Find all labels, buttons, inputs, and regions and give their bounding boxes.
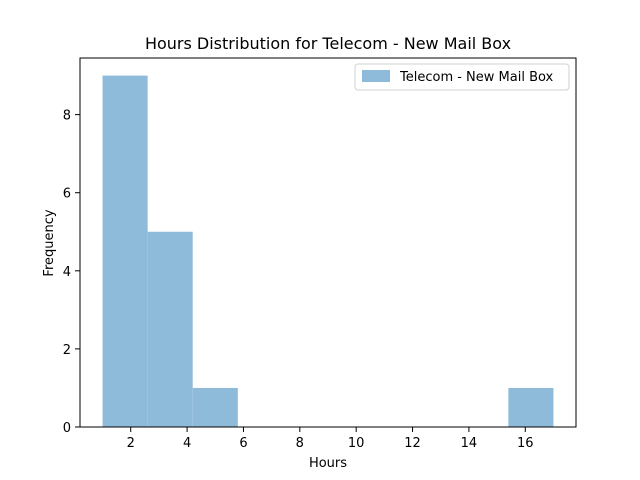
bars-layer bbox=[102, 75, 554, 428]
legend-label: Telecom - New Mail Box bbox=[399, 70, 554, 85]
x-tick-label: 2 bbox=[127, 436, 135, 451]
x-tick-label: 4 bbox=[183, 436, 191, 451]
y-axis-ticks: 0 2 4 6 8 bbox=[63, 109, 80, 436]
histogram-bar bbox=[192, 387, 238, 427]
legend-box bbox=[354, 63, 570, 91]
chart-title: Hours Distribution for Telecom - New Mai… bbox=[145, 34, 511, 53]
x-tick-label: 16 bbox=[517, 436, 534, 451]
y-tick-label: 2 bbox=[63, 343, 71, 358]
y-tick-label: 0 bbox=[63, 421, 71, 436]
legend: Telecom - New Mail Box bbox=[354, 63, 570, 91]
x-tick-label: 14 bbox=[461, 436, 478, 451]
histogram-bar bbox=[147, 231, 193, 427]
y-tick-label: 8 bbox=[63, 109, 71, 124]
histogram-bar bbox=[102, 75, 148, 428]
plot-frame bbox=[79, 57, 577, 428]
x-axis-label: Hours bbox=[309, 456, 347, 471]
y-tick-label: 6 bbox=[63, 187, 71, 202]
x-tick-label: 8 bbox=[296, 436, 304, 451]
histogram-bar bbox=[508, 387, 554, 427]
y-tick-label: 4 bbox=[63, 265, 71, 280]
x-tick-label: 12 bbox=[404, 436, 421, 451]
x-tick-label: 6 bbox=[239, 436, 247, 451]
legend-swatch bbox=[362, 70, 390, 82]
x-tick-label: 10 bbox=[348, 436, 365, 451]
x-axis-ticks: 2 4 6 8 10 12 14 16 bbox=[127, 427, 534, 451]
y-axis-label: Frequency bbox=[42, 209, 57, 276]
